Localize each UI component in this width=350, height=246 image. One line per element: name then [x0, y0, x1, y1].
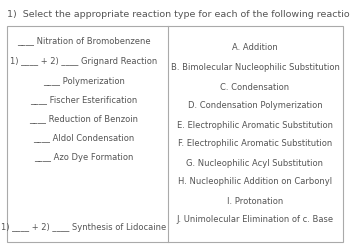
Text: E. Electrophilic Aromatic Substitution: E. Electrophilic Aromatic Substitution [177, 121, 333, 129]
Text: B. Bimolecular Nucleophilic Substitution: B. Bimolecular Nucleophilic Substitution [170, 63, 340, 73]
Text: A. Addition: A. Addition [232, 44, 278, 52]
Text: 1)  Select the appropriate reaction type for each of the following reactions.: 1) Select the appropriate reaction type … [7, 10, 350, 19]
Text: ____ Azo Dye Formation: ____ Azo Dye Formation [34, 154, 134, 163]
Text: ____ Fischer Esterification: ____ Fischer Esterification [30, 95, 138, 105]
Text: ____ Aldol Condensation: ____ Aldol Condensation [33, 134, 135, 142]
Text: D. Condensation Polymerization: D. Condensation Polymerization [188, 102, 322, 110]
Text: J. Unimolecular Elimination of c. Base: J. Unimolecular Elimination of c. Base [176, 215, 334, 225]
Text: ____ Polymerization: ____ Polymerization [43, 77, 125, 86]
Text: ____ Nitration of Bromobenzene: ____ Nitration of Bromobenzene [17, 36, 151, 46]
Text: ____ Reduction of Benzoin: ____ Reduction of Benzoin [29, 114, 139, 123]
Text: C. Condensation: C. Condensation [220, 82, 289, 92]
Bar [7, 26, 343, 242]
Text: 1) ____ + 2) ____ Grignard Reaction: 1) ____ + 2) ____ Grignard Reaction [10, 57, 158, 65]
Text: G. Nucleophilic Acyl Substitution: G. Nucleophilic Acyl Substitution [187, 158, 323, 168]
Text: H. Nucleophilic Addition on Carbonyl: H. Nucleophilic Addition on Carbonyl [178, 178, 332, 186]
Text: F. Electrophilic Aromatic Substitution: F. Electrophilic Aromatic Substitution [178, 139, 332, 149]
Text: 1) ____ + 2) ____ Synthesis of Lidocaine: 1) ____ + 2) ____ Synthesis of Lidocaine [1, 224, 167, 232]
Text: I. Protonation: I. Protonation [227, 197, 283, 205]
